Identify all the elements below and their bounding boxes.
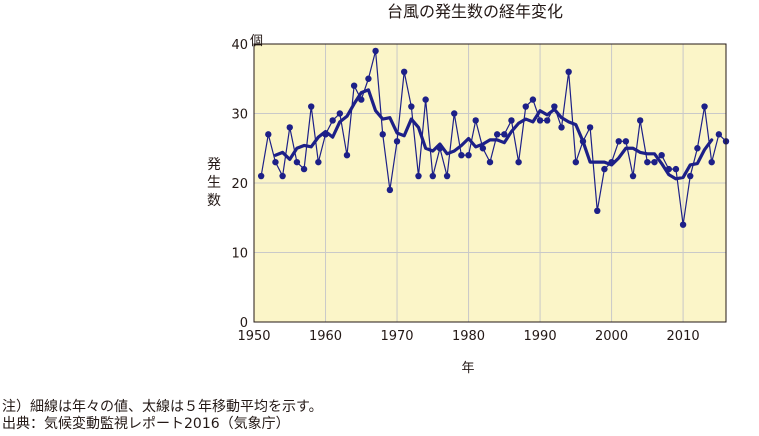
x-tick-label: 2000	[595, 329, 628, 344]
annual-data-point	[379, 131, 386, 138]
y-axis-label-char: 数	[207, 193, 221, 209]
x-tick-label: 1980	[452, 329, 485, 344]
annual-data-point	[636, 117, 644, 124]
annual-data-point	[343, 152, 351, 159]
y-axis-unit: 個	[250, 34, 263, 49]
annual-data-point	[408, 103, 415, 110]
annual-data-point	[608, 158, 615, 166]
chart-source: 出典：気候変動監視レポート2016（気象庁）	[2, 416, 290, 432]
annual-data-point	[565, 68, 572, 76]
y-tick-label: 20	[231, 177, 248, 192]
y-tick-label: 0	[240, 316, 248, 331]
annual-data-point	[493, 131, 501, 138]
plot-frame	[253, 43, 727, 323]
annual-data-point	[465, 152, 472, 159]
annual-data-point	[701, 103, 708, 110]
grid-lines	[254, 44, 726, 322]
annual-data-point	[572, 158, 580, 166]
x-tick-labels: 1950 1960 1970 1980 1990 2000 2010	[237, 329, 699, 344]
y-tick-labels: 0 10 20 30 40	[231, 38, 248, 331]
annual-data-point	[300, 165, 308, 173]
annual-data-point	[322, 131, 329, 138]
x-tick-label: 1950	[237, 329, 270, 344]
annual-data-point	[629, 172, 637, 180]
annual-data-point	[615, 138, 622, 145]
annual-data-point	[451, 110, 458, 117]
annual-data-point	[586, 124, 594, 131]
annual-data-point	[429, 172, 436, 180]
annual-data-point	[272, 158, 279, 166]
annual-data-point	[551, 103, 558, 110]
annual-data-point	[257, 172, 265, 180]
annual-data-point	[715, 131, 723, 138]
x-axis-label: 年	[461, 361, 474, 376]
annual-data-point	[358, 96, 365, 103]
chart-note: 注）細線は年々の値、太線は５年移動平均を示す。	[2, 399, 323, 415]
annual-data-point	[594, 207, 601, 214]
annual-data-point	[644, 158, 651, 166]
annual-data-point	[529, 96, 537, 103]
y-axis-label: 発生数	[207, 157, 221, 209]
annual-data-point	[336, 110, 344, 117]
annual-data-point	[622, 138, 630, 145]
annual-data-point	[658, 152, 665, 159]
annual-data-point	[286, 124, 293, 131]
annual-data-point	[472, 117, 479, 124]
annual-data-point	[601, 165, 608, 173]
annual-data-point	[443, 172, 451, 180]
annual-data-point	[400, 68, 408, 76]
annual-data-point	[458, 152, 465, 159]
annual-data-point	[279, 172, 286, 180]
annual-data-point	[501, 131, 508, 138]
annual-data-point	[415, 172, 422, 180]
series-layer	[257, 47, 730, 228]
x-tick-label: 1990	[524, 329, 557, 344]
annual-data-point	[687, 172, 694, 180]
annual-data-point	[365, 75, 372, 82]
chart-title: 台風の発生数の経年変化	[387, 2, 563, 21]
annual-data-point	[672, 165, 680, 173]
x-tick-label: 1960	[309, 329, 342, 344]
annual-data-point	[522, 103, 529, 110]
annual-data-point	[651, 158, 658, 166]
annual-data-point	[558, 124, 565, 131]
y-tick-label: 10	[231, 247, 248, 262]
annual-data-point	[372, 47, 379, 55]
annual-data-point	[708, 158, 715, 166]
annual-data-point	[308, 103, 315, 110]
moving-average-line	[273, 88, 714, 181]
y-tick-label: 30	[231, 108, 248, 123]
x-tick-label: 1970	[380, 329, 413, 344]
annual-data-point	[486, 158, 494, 166]
annual-data-point	[350, 82, 358, 89]
annual-data-point	[694, 145, 701, 152]
y-axis-label-char: 発	[207, 157, 221, 173]
annual-data-point	[393, 138, 401, 145]
annual-data-point	[665, 165, 672, 173]
annual-data-point	[265, 131, 272, 138]
annual-data-point	[436, 145, 444, 152]
annual-data-point	[515, 158, 522, 166]
y-tick-label: 40	[231, 38, 248, 53]
annual-data-point	[508, 117, 515, 124]
x-tick-label: 2010	[667, 329, 700, 344]
annual-data-point	[293, 158, 301, 166]
annual-data-point	[579, 138, 587, 145]
annual-data-point	[544, 117, 551, 124]
annual-data-point	[536, 117, 544, 124]
annual-data-point	[315, 158, 322, 166]
annual-data-point	[679, 221, 687, 228]
annual-data-point	[479, 145, 487, 152]
annual-data-point	[422, 96, 429, 103]
annual-data-point	[329, 117, 336, 124]
y-axis-label-char: 生	[207, 175, 221, 191]
annual-data-point	[386, 186, 394, 194]
